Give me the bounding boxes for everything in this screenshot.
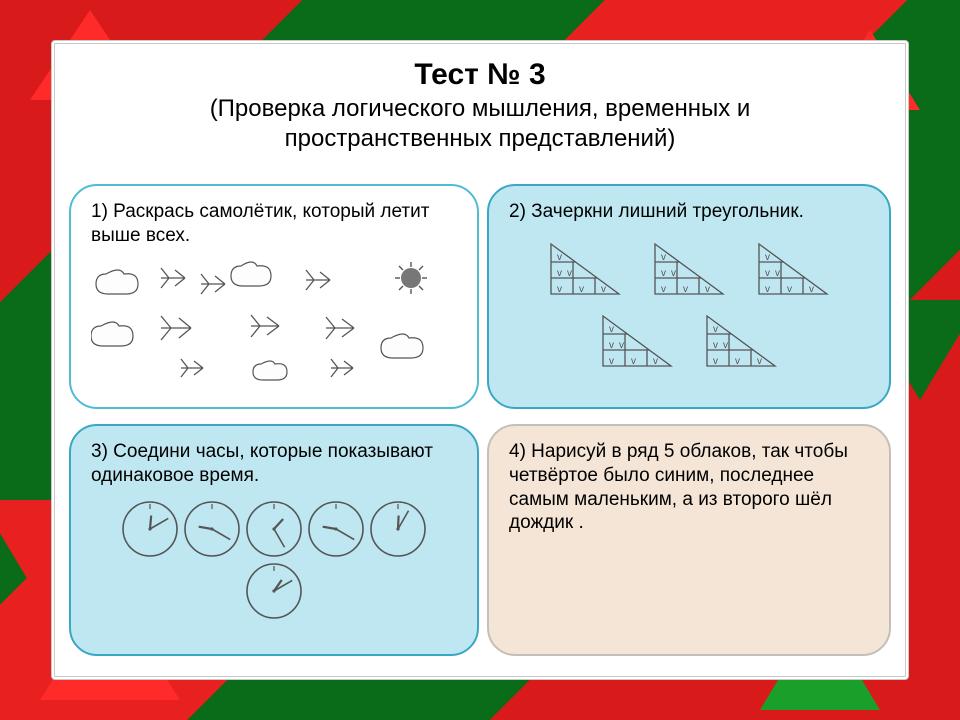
decorative-background: Тест № 3 (Проверка логического мышления,… xyxy=(0,0,960,720)
svg-text:v: v xyxy=(579,284,584,295)
svg-text:v: v xyxy=(619,340,624,351)
svg-text:v: v xyxy=(567,268,572,279)
clock-icon xyxy=(183,500,241,558)
q1-illustration xyxy=(91,256,457,382)
svg-text:v: v xyxy=(683,284,688,295)
svg-text:v: v xyxy=(775,268,780,279)
q2-text: 2) Зачеркни лишний треугольник. xyxy=(509,200,869,224)
svg-text:v: v xyxy=(631,356,636,367)
svg-text:v: v xyxy=(601,284,606,295)
svg-text:v: v xyxy=(661,252,666,263)
svg-text:v: v xyxy=(765,284,770,295)
card-q3: 3) Соедини часы, которые показывают один… xyxy=(69,424,479,656)
clock-icon xyxy=(245,500,303,558)
svg-text:v: v xyxy=(557,252,562,263)
svg-text:v: v xyxy=(671,268,676,279)
q3-text: 3) Соедини часы, которые показывают один… xyxy=(91,440,457,488)
cards-container: 1) Раскрась самолётик, который летит выш… xyxy=(69,184,891,662)
svg-text:v: v xyxy=(713,324,718,335)
svg-text:v: v xyxy=(723,340,728,351)
svg-text:v: v xyxy=(713,340,718,351)
svg-text:v: v xyxy=(735,356,740,367)
triangle-icon: v vv vvv xyxy=(649,238,729,300)
card-q4: 4) Нарисуй в ряд 5 облаков, так чтобы че… xyxy=(487,424,891,656)
svg-text:v: v xyxy=(765,268,770,279)
svg-text:v: v xyxy=(609,340,614,351)
airplanes-sketch xyxy=(91,256,451,382)
svg-text:v: v xyxy=(609,324,614,335)
svg-text:v: v xyxy=(557,268,562,279)
svg-text:v: v xyxy=(653,356,658,367)
svg-text:v: v xyxy=(705,284,710,295)
q1-text: 1) Раскрась самолётик, который летит выш… xyxy=(91,200,457,248)
card-q2: 2) Зачеркни лишний треугольник. v vv vvv xyxy=(487,184,891,409)
svg-text:v: v xyxy=(557,284,562,295)
triangle-icon: v vv vvv xyxy=(597,310,677,372)
clock-icon xyxy=(369,500,427,558)
q3-illustration xyxy=(91,500,457,620)
clock-icon xyxy=(121,500,179,558)
svg-text:v: v xyxy=(661,284,666,295)
triangle-icon: v vv vvv xyxy=(545,238,625,300)
page-subtitle: (Проверка логического мышления, временны… xyxy=(55,94,905,154)
svg-text:v: v xyxy=(713,356,718,367)
content-frame: Тест № 3 (Проверка логического мышления,… xyxy=(51,40,909,680)
page-title: Тест № 3 xyxy=(55,58,905,92)
clock-icon xyxy=(307,500,365,558)
svg-text:v: v xyxy=(809,284,814,295)
clock-icon xyxy=(245,562,303,620)
triangle-icon: v vv vvv xyxy=(753,238,833,300)
svg-text:v: v xyxy=(609,356,614,367)
svg-text:v: v xyxy=(661,268,666,279)
svg-text:v: v xyxy=(765,252,770,263)
svg-text:v: v xyxy=(757,356,762,367)
q4-text: 4) Нарисуй в ряд 5 облаков, так чтобы че… xyxy=(509,440,869,535)
svg-text:v: v xyxy=(787,284,792,295)
q2-illustration: v vv vvv v vv vvv xyxy=(509,238,869,372)
triangle-icon: v vv vvv xyxy=(701,310,781,372)
card-q1: 1) Раскрась самолётик, который летит выш… xyxy=(69,184,479,409)
